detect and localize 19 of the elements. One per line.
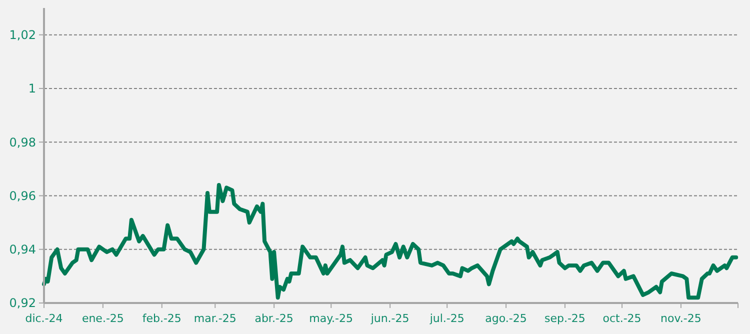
x-tick-label: dic.-24 [25,312,63,325]
y-tick-label: 0,96 [9,188,36,203]
x-tick-label: ago.-25 [485,312,527,325]
y-tick-label: 1 [28,82,36,96]
y-tick-label: 0,98 [9,135,36,150]
x-tick-label: feb.-25 [142,312,182,325]
x-tick-label: sep.-25 [544,312,586,325]
x-tick-label: abr.-25 [254,312,294,325]
y-tick-label: 1,02 [9,28,36,42]
y-tick-label: 0,92 [9,296,36,310]
x-tick-label: ene.-25 [82,312,124,325]
x-tick-label: jul.-25 [428,312,464,325]
x-tick-label: jun.-25 [370,312,410,325]
y-tick-label: 0,94 [9,242,36,257]
x-tick-label: mar.-25 [194,312,236,325]
x-tick-label: nov.-25 [660,312,702,325]
line-series [42,183,738,300]
x-tick-label: oct.-25 [602,312,642,325]
x-tick-label: may.-25 [309,312,354,325]
